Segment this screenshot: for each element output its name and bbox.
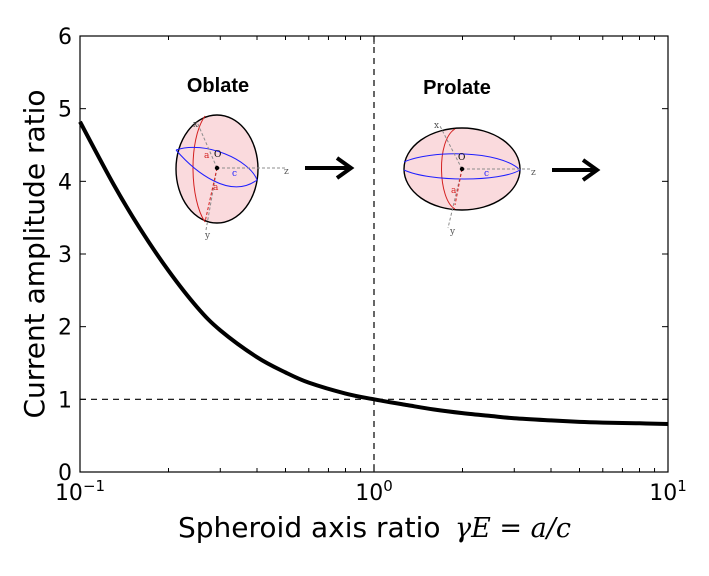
oblate-label-x: x	[193, 120, 198, 130]
oblate-label-c: c	[232, 169, 237, 179]
oblate-label-a2: a	[213, 183, 219, 193]
y-tick-label-4: 4	[58, 170, 72, 195]
plot-frame	[79, 35, 669, 473]
x-axis-label: Spheroid axis ratio	[178, 511, 441, 544]
x-axis-label-group: Spheroid axis ratio γE = a/c	[178, 511, 571, 544]
y-tick-label-2: 2	[58, 316, 72, 341]
annotation-prolate: Prolate	[423, 77, 491, 99]
prolate-label-a: a	[451, 186, 457, 196]
x-axis-label-math: γE = a/c	[455, 513, 571, 544]
oblate-label-y: y	[204, 231, 211, 241]
y-tick-label-5: 5	[58, 98, 72, 123]
ticks-layer: 0 1 2 3 4 5 6 10−1 100 101	[55, 25, 687, 506]
oblate-label-z: z	[284, 167, 289, 177]
oblate-x-axis	[196, 121, 218, 169]
x-tick-label-0: 10−1	[55, 477, 105, 506]
x-tick-label-2: 101	[649, 477, 687, 506]
oblate-spheroid-inset: O a a c x y z	[175, 114, 289, 241]
arrow-prolate-icon	[552, 158, 601, 182]
oblate-meridian	[192, 115, 206, 223]
x-tick-label-1: 100	[355, 477, 393, 506]
oblate-equator	[175, 146, 258, 188]
y-tick-label-0: 0	[58, 461, 72, 486]
prolate-label-y: y	[449, 227, 456, 237]
prolate-label-z: z	[531, 168, 536, 178]
prolate-label-o: O	[458, 153, 465, 163]
arrow-oblate-icon	[305, 156, 355, 180]
prolate-origin	[459, 166, 465, 172]
prolate-x-axis	[439, 125, 463, 170]
y-tick-label-6: 6	[58, 25, 72, 50]
oblate-origin	[214, 165, 220, 171]
prolate-a-line	[454, 168, 463, 206]
y-tick-label-1: 1	[58, 388, 72, 413]
annotation-oblate: Oblate	[187, 75, 249, 97]
y-axis-label: Current amplitude ratio	[18, 89, 51, 418]
prolate-label-c: c	[484, 169, 489, 179]
prolate-meridian	[441, 128, 456, 210]
prolate-spheroid-inset: O a c x y z	[403, 121, 536, 237]
series-line-0	[78, 120, 669, 427]
curve-layer	[78, 120, 669, 427]
prolate-label-x: x	[434, 121, 439, 131]
oblate-a-line	[204, 167, 218, 223]
reference-lines	[80, 36, 668, 472]
oblate-label-o: O	[214, 150, 221, 160]
y-tick-label-3: 3	[58, 243, 72, 268]
prolate-equator	[403, 153, 521, 180]
oblate-label-a: a	[204, 151, 210, 161]
